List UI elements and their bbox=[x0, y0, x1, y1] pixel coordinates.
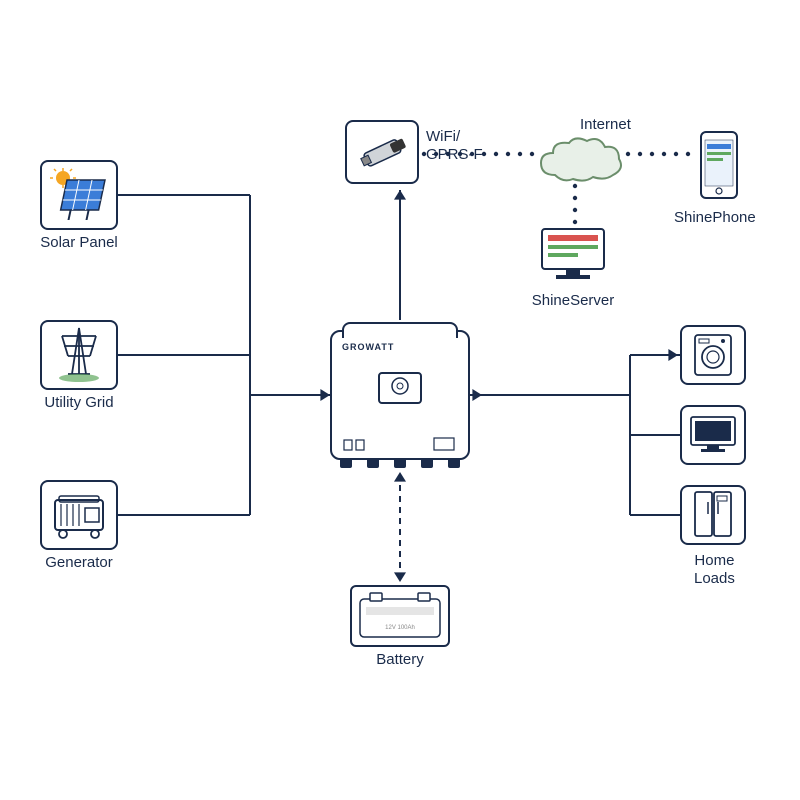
washer-icon bbox=[689, 331, 737, 379]
battery-icon: 12V 100Ah bbox=[356, 591, 444, 641]
generator-icon bbox=[49, 490, 109, 540]
battery-label: Battery bbox=[350, 651, 450, 668]
server-monitor-icon bbox=[530, 225, 616, 283]
node-wifi-module bbox=[345, 120, 419, 184]
loads-label: Home Loads bbox=[694, 552, 735, 588]
wifi-dongle-icon bbox=[354, 130, 410, 174]
svg-text:12V 100Ah: 12V 100Ah bbox=[385, 625, 415, 631]
solar-label: Solar Panel bbox=[40, 234, 118, 251]
node-load-washer bbox=[680, 325, 746, 385]
inverter-ports-right-icon bbox=[432, 434, 458, 452]
node-shineserver: ShineServer bbox=[530, 225, 616, 309]
node-solar-panel: Solar Panel bbox=[40, 160, 118, 251]
inverter-brand: GROWATT bbox=[342, 342, 394, 352]
fridge-icon bbox=[691, 490, 735, 540]
node-load-fridge bbox=[680, 485, 746, 545]
tv-icon bbox=[687, 413, 739, 457]
node-generator: Generator bbox=[40, 480, 118, 571]
internet-label: Internet bbox=[580, 116, 631, 133]
solar-panel-icon bbox=[49, 168, 109, 222]
phone-icon bbox=[697, 130, 741, 200]
node-shinephone: ShinePhone bbox=[690, 130, 748, 226]
server-label: ShineServer bbox=[530, 292, 616, 309]
node-utility-grid: Utility Grid bbox=[40, 320, 118, 411]
generator-label: Generator bbox=[40, 554, 118, 571]
phone-label: ShinePhone bbox=[674, 209, 748, 226]
wifi-label: WiFi/ GPRS-F bbox=[426, 128, 483, 164]
node-inverter: GROWATT bbox=[330, 330, 470, 460]
node-cloud bbox=[535, 135, 625, 192]
node-battery: 12V 100Ah Battery bbox=[350, 585, 450, 668]
node-load-tv bbox=[680, 405, 746, 465]
grid-label: Utility Grid bbox=[40, 394, 118, 411]
inverter-screen-icon bbox=[382, 374, 418, 398]
cloud-icon bbox=[535, 135, 625, 187]
utility-grid-icon bbox=[54, 326, 104, 384]
inverter-ports-left-icon bbox=[342, 434, 382, 452]
